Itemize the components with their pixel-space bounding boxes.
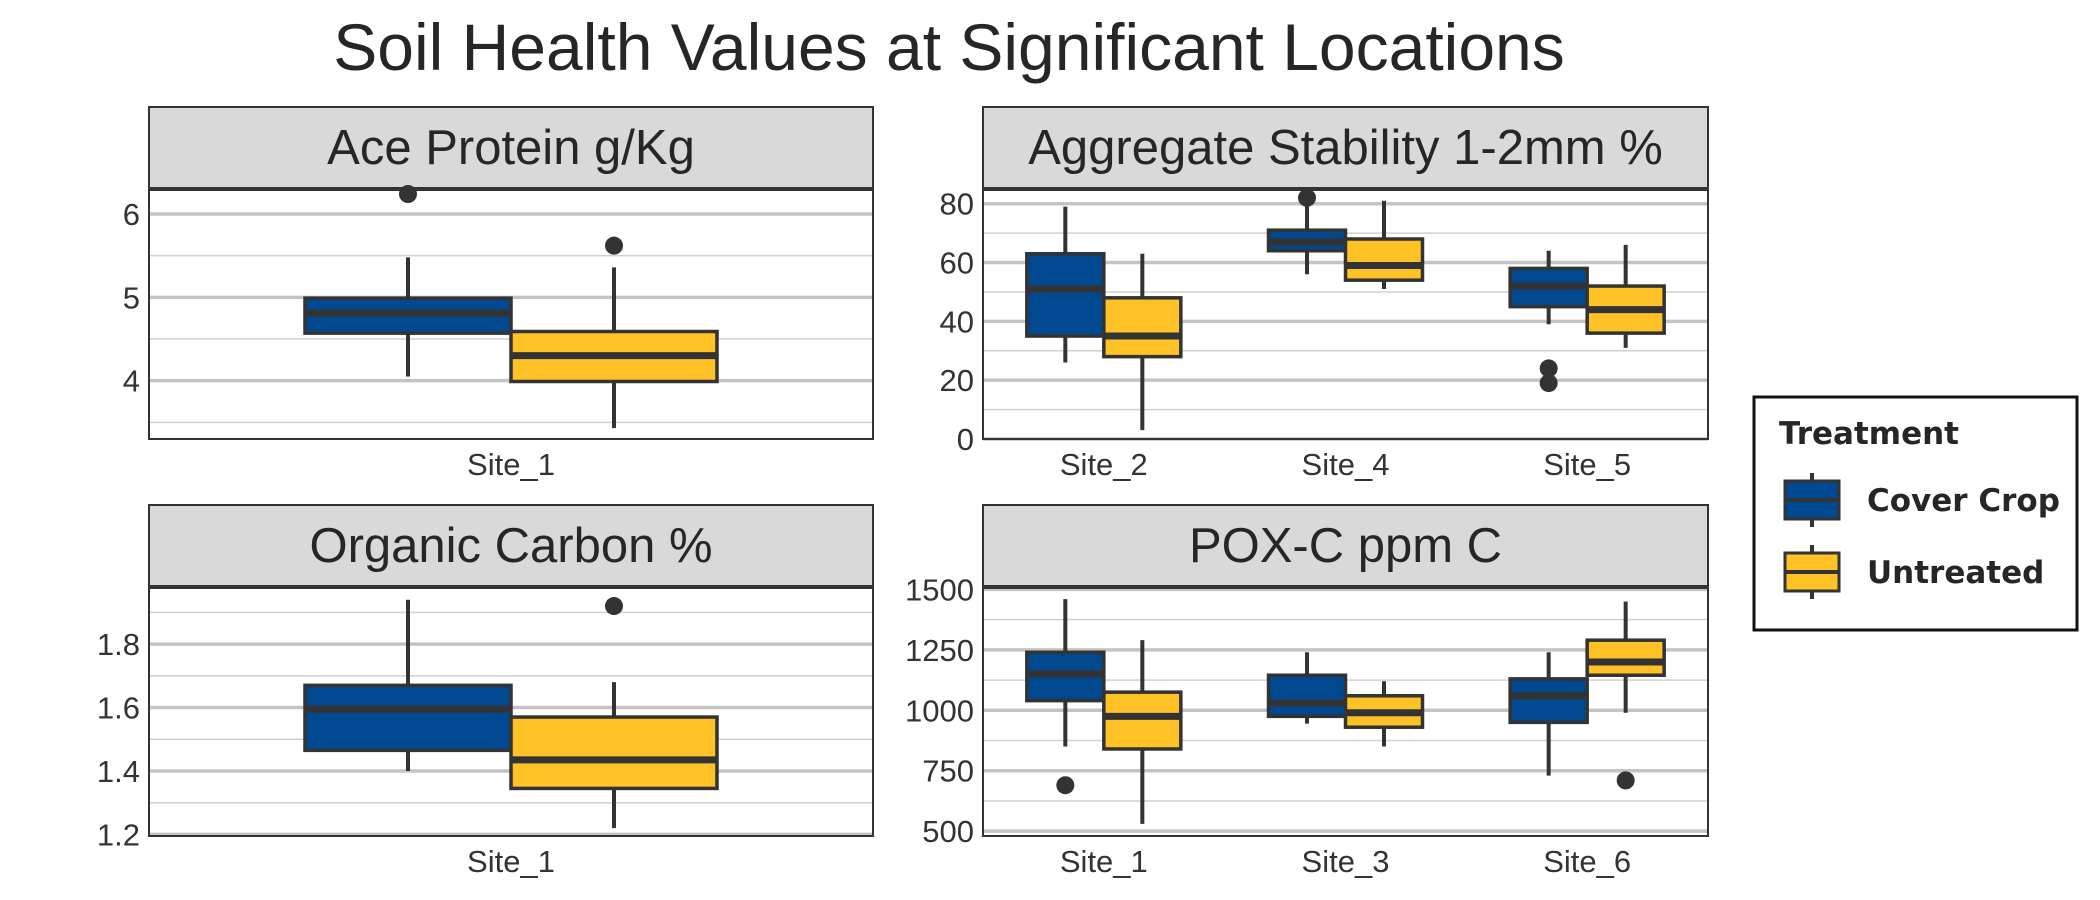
legend-title: Treatment xyxy=(1779,416,1959,452)
box-iqr xyxy=(1585,638,1666,677)
facet-panel: POX-C ppm C 500 750 1000 1250 1500 Site_1 Site_… xyxy=(905,504,1709,879)
facet-panel: Aggregate Stability 1-2mm % 0 20 40 60 80 Site… xyxy=(940,106,1709,482)
y-tick-label: 1250 xyxy=(905,633,974,668)
y-tick-label: 750 xyxy=(922,754,974,789)
outlier-point xyxy=(1539,374,1558,393)
y-tick-label: 1.2 xyxy=(97,817,140,852)
box-iqr xyxy=(1343,237,1425,282)
box-iqr xyxy=(1025,251,1106,338)
box-iqr xyxy=(1508,677,1589,725)
box-iqr xyxy=(1102,296,1183,359)
facet-strip-label: Ace Protein g/Kg xyxy=(327,121,695,175)
boxplot-untreated xyxy=(1343,200,1425,289)
boxplot-cover-crop xyxy=(1508,652,1589,776)
boxplot-cover-crop xyxy=(1266,652,1348,724)
x-tick-label: Site_4 xyxy=(1302,447,1390,482)
y-tick-label: 6 xyxy=(123,197,140,232)
y-tick-label: 5 xyxy=(123,280,140,315)
facet-strip-label: Organic Carbon % xyxy=(309,519,712,573)
outlier-point xyxy=(1539,359,1558,378)
boxplot-cover-crop xyxy=(1025,599,1106,795)
facet-strip-label: Aggregate Stability 1-2mm % xyxy=(1028,121,1663,175)
facet-panel: Ace Protein g/Kg 4 5 6 Site_1 xyxy=(123,106,874,482)
facet-strip xyxy=(148,504,874,588)
boxplot-untreated xyxy=(1102,253,1183,431)
y-tick-label: 1.8 xyxy=(97,627,140,662)
boxplot-untreated xyxy=(1585,601,1666,790)
boxplot-cover-crop xyxy=(1025,206,1106,363)
outlier-point xyxy=(1298,188,1316,207)
box-iqr xyxy=(303,683,513,753)
chart-title: Soil Health Values at Significant Locati… xyxy=(333,10,1565,84)
facet-strip xyxy=(982,106,1709,190)
facet-panels: Ace Protein g/Kg 4 5 6 Site_1 Aggregate Stabi… xyxy=(97,106,1709,879)
x-tick-label: Site_1 xyxy=(1060,844,1148,879)
y-tick-label: 40 xyxy=(940,304,974,339)
outlier-point xyxy=(605,597,623,616)
outlier-point xyxy=(1616,771,1635,790)
y-tick-label: 60 xyxy=(940,246,974,281)
x-tick-label: Site_2 xyxy=(1060,447,1148,482)
boxplot-untreated xyxy=(1102,640,1183,824)
boxplot-untreated xyxy=(509,597,719,829)
y-tick-label: 1.6 xyxy=(97,691,140,726)
y-tick-label: 1000 xyxy=(905,693,974,728)
y-tick-label: 1.4 xyxy=(97,754,140,789)
outlier-point xyxy=(1056,776,1075,795)
boxplot-untreated xyxy=(1343,681,1425,747)
box-iqr xyxy=(1266,673,1348,719)
x-tick-label: Site_1 xyxy=(467,844,555,879)
y-tick-label: 80 xyxy=(940,187,974,222)
x-tick-label: Site_5 xyxy=(1543,447,1631,482)
boxplot-untreated xyxy=(509,236,719,429)
boxplot-untreated xyxy=(1585,244,1666,348)
x-tick-label: Site_1 xyxy=(467,447,555,482)
boxplot-cover-crop xyxy=(1508,250,1589,393)
y-tick-label: 20 xyxy=(940,363,974,398)
legend-label: Untreated xyxy=(1867,555,2044,591)
y-tick-label: 500 xyxy=(922,814,974,849)
outlier-point xyxy=(605,236,623,255)
box-iqr xyxy=(1102,690,1183,751)
y-tick-label: 4 xyxy=(123,364,140,399)
y-tick-label: 1500 xyxy=(905,572,974,607)
x-tick-label: Site_6 xyxy=(1543,844,1631,879)
box-iqr xyxy=(509,715,719,791)
legend: Treatment Cover Crop Untreated xyxy=(1752,395,2079,632)
x-tick-label: Site_3 xyxy=(1302,844,1390,879)
facet-strip xyxy=(982,504,1709,588)
legend-label: Cover Crop xyxy=(1867,483,2060,519)
facet-strip-label: POX-C ppm C xyxy=(1189,519,1502,573)
facet-strip xyxy=(148,106,874,190)
boxplot-cover-crop xyxy=(303,185,513,377)
y-tick-label: 0 xyxy=(957,422,974,457)
facet-panel: Organic Carbon % 1.2 1.4 1.6 1.8 Site_1 xyxy=(97,504,874,879)
